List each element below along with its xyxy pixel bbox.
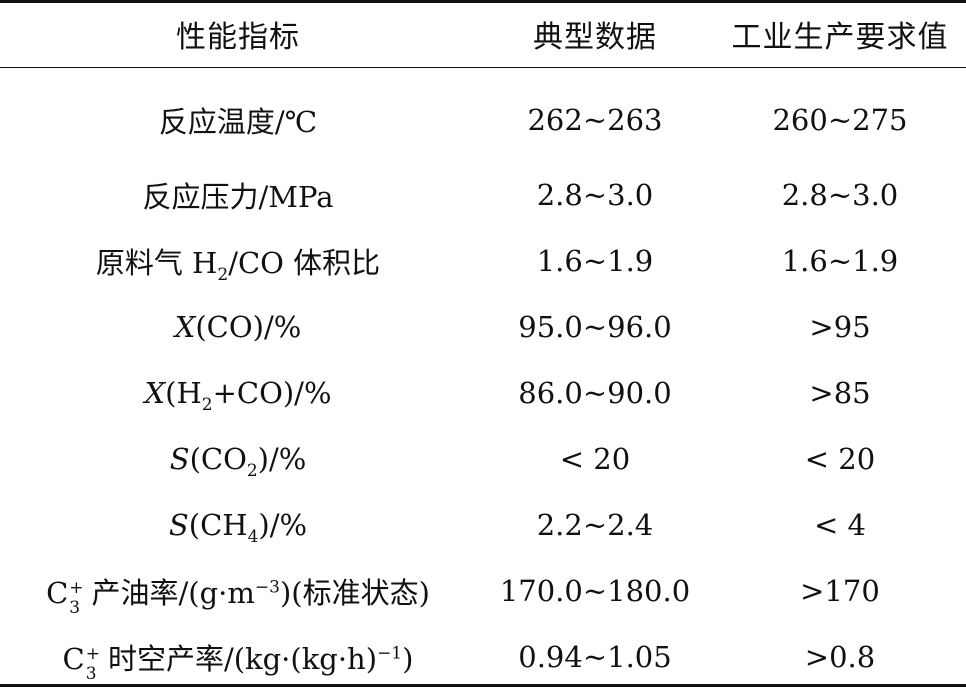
table-top-rule — [0, 0, 966, 3]
table-row: X(CO)/% 95.0~96.0 >95 — [0, 294, 966, 360]
typical-value: 86.0~90.0 — [518, 376, 672, 410]
typical-value: 2.8~3.0 — [536, 178, 654, 212]
table-row: X(H2+CO)/% 86.0~90.0 >85 — [0, 360, 966, 426]
row-label: C +3 产油率/(g·m−3)(标准状态) — [46, 576, 430, 618]
table-row: S(CH4)/% 2.2~2.4 < 4 — [0, 492, 966, 558]
required-value: < 20 — [804, 442, 876, 476]
required-value: >85 — [809, 376, 871, 410]
table-row: 反应温度/℃ 262~263 260~275 — [0, 68, 966, 162]
required-value: >170 — [800, 574, 880, 608]
typical-value: 1.6~1.9 — [536, 244, 654, 278]
required-value: 260~275 — [772, 103, 908, 137]
typical-value: 262~263 — [527, 103, 663, 137]
table-row: C +3 时空产率/(kg·(kg·h)−1) 0.94~1.05 >0.8 — [0, 624, 966, 690]
typical-value: 170.0~180.0 — [499, 574, 691, 608]
table-bottom-rule — [0, 684, 966, 687]
table-header-rule — [0, 67, 966, 68]
row-label: 反应温度/℃ — [158, 105, 318, 139]
table-row: C +3 产油率/(g·m−3)(标准状态) 170.0~180.0 >170 — [0, 558, 966, 624]
row-label: 反应压力/MPa — [142, 180, 334, 214]
table-row: 原料气 H2/CO 体积比 1.6~1.9 1.6~1.9 — [0, 228, 966, 294]
row-label: X(CO)/% — [174, 310, 302, 344]
required-value: 2.8~3.0 — [781, 178, 899, 212]
row-label: S(CO2)/% — [169, 442, 307, 481]
header-typical: 典型数据 — [533, 20, 657, 55]
typical-value: 95.0~96.0 — [518, 310, 672, 344]
table-row: 反应压力/MPa 2.8~3.0 2.8~3.0 — [0, 162, 966, 228]
header-indicator: 性能指标 — [176, 20, 300, 55]
typical-value: 0.94~1.05 — [518, 640, 672, 674]
row-label: C +3 时空产率/(kg·(kg·h)−1) — [62, 642, 414, 684]
required-value: 1.6~1.9 — [781, 244, 899, 278]
row-label: X(H2+CO)/% — [144, 376, 332, 415]
required-value: < 4 — [814, 508, 866, 542]
typical-value: 2.2~2.4 — [536, 508, 654, 542]
header-required: 工业生产要求值 — [731, 20, 949, 55]
table-header-row: 性能指标 典型数据 工业生产要求值 — [0, 0, 966, 68]
typical-value: < 20 — [559, 442, 631, 476]
required-value: >0.8 — [804, 640, 876, 674]
row-label: 原料气 H2/CO 体积比 — [95, 246, 381, 285]
row-label: S(CH4)/% — [168, 508, 308, 547]
table-row: S(CO2)/% < 20 < 20 — [0, 426, 966, 492]
required-value: >95 — [809, 310, 871, 344]
